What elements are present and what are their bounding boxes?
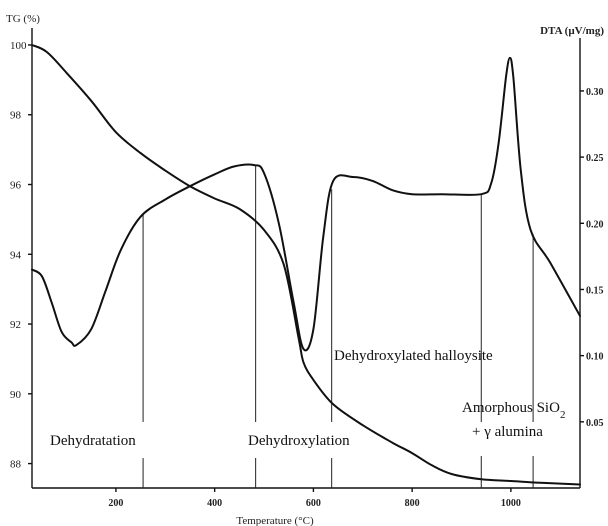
x-tick-label: 1000 [501,498,521,509]
right-tick-label: 0.20 [586,219,604,230]
annotation-label: Dehydratation [50,433,136,449]
annotation-label: Dehydroxylation [248,433,350,449]
left-tick-label: 92 [10,319,21,331]
x-tick-label: 600 [306,498,321,509]
phase-markers [142,166,534,488]
left-tick-label: 90 [10,389,22,401]
axes [31,28,581,489]
x-tick-label: 400 [207,498,222,509]
left-tick-label: 98 [10,110,22,122]
x-tick-label: 800 [405,498,420,509]
right-tick-label: 0.15 [586,285,604,296]
annotations: Dehydratation Dehydroxylation Dehydroxylat… [50,348,565,449]
dta-curve [31,56,581,352]
x-tick-label: 200 [108,498,123,509]
right-tick-label: 0.25 [586,153,604,164]
left-tick-label: 94 [10,249,22,261]
curves [31,44,581,486]
left-tick-label: 88 [10,459,22,471]
annotation-subscript: 2 [560,409,566,421]
annotation-label: Amorphous SiO2 [462,400,565,421]
left-tick-label: 96 [10,180,22,192]
right-tick-label: 0.30 [586,87,604,98]
ticks: 200 400 600 800 1000 100 98 96 94 92 90 88 0.30 0.25 0… [10,40,604,509]
right-tick-label: 0.05 [586,418,604,429]
left-tick-label: 100 [10,40,27,52]
annotation-label: + γ alumina [472,424,543,440]
right-tick-label: 0.10 [586,352,604,363]
right-axis-title: DTA (µV/mg) [540,25,604,37]
annotation-label: Dehydroxylated halloysite [334,348,493,364]
tg-curve [31,44,581,486]
x-axis-title: Temperature (°C) [236,515,314,526]
left-axis-title: TG (%) [6,13,40,25]
